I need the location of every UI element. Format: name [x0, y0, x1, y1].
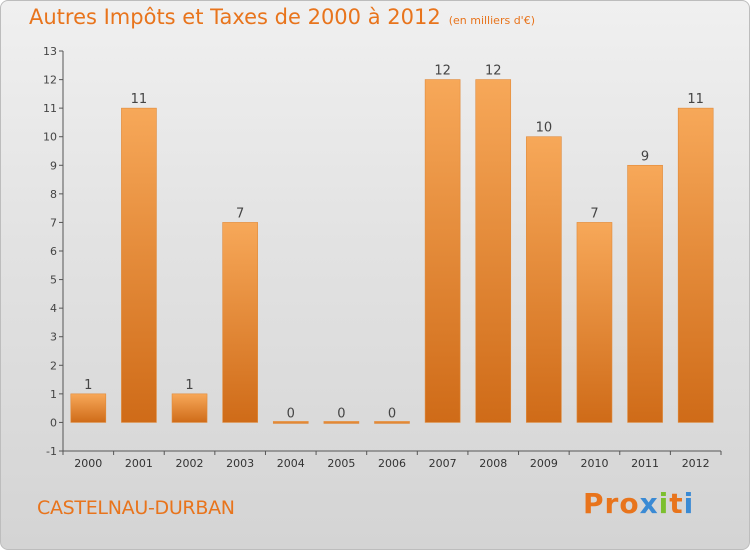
bar-2002 [171, 393, 208, 423]
y-tick-label: 9 [50, 159, 57, 172]
bar-value-label: 1 [84, 378, 92, 393]
x-tick-label: 2001 [125, 457, 153, 470]
y-tick-label: 5 [50, 274, 57, 287]
brand-letter: t [669, 487, 684, 520]
brand-letter: x [639, 487, 659, 520]
brand-letter: r [604, 487, 620, 520]
x-tick-label: 2010 [580, 457, 608, 470]
bar-2012 [677, 107, 714, 423]
chart-unit-text: (en milliers d'€) [448, 14, 535, 27]
x-tick-label: 2012 [682, 457, 710, 470]
bar-2010 [576, 222, 613, 423]
brand-letter: o [619, 487, 640, 520]
commune-name: CASTELNAU-DURBAN [37, 497, 235, 519]
bar-2011 [627, 164, 663, 423]
brand-letter: P [583, 487, 605, 520]
x-tick-label: 2005 [327, 457, 355, 470]
bar-value-label: 11 [687, 92, 704, 107]
bar-value-label: 0 [388, 406, 396, 421]
bar-value-label: 11 [131, 92, 148, 107]
y-tick-label: 2 [50, 359, 57, 372]
y-tick-label: -1 [46, 445, 57, 458]
y-tick-label: 7 [50, 216, 57, 229]
x-tick-label: 2007 [429, 457, 457, 470]
y-tick-label: 6 [50, 245, 57, 258]
x-tick-label: 2000 [74, 457, 102, 470]
bar-2009 [526, 136, 562, 423]
bar-value-label: 12 [434, 64, 451, 79]
x-tick-label: 2008 [479, 457, 507, 470]
bar-2001 [121, 107, 157, 423]
bar-2008 [475, 79, 512, 423]
x-tick-label: 2003 [226, 457, 254, 470]
bar-2006 [374, 421, 410, 424]
bar-2007 [424, 79, 461, 423]
x-tick-label: 2009 [530, 457, 558, 470]
bar-value-label: 0 [337, 406, 345, 421]
bar-value-label: 10 [536, 121, 553, 136]
bar-2003 [222, 222, 258, 423]
brand-letter: i [658, 487, 670, 520]
y-tick-label: 11 [43, 102, 57, 115]
bar-value-label: 0 [287, 406, 295, 421]
bar-value-label: 1 [185, 378, 193, 393]
y-tick-label: 13 [43, 45, 57, 58]
y-tick-label: 8 [50, 188, 57, 201]
bar-2000 [70, 393, 107, 423]
y-tick-label: 1 [50, 388, 57, 401]
y-tick-label: 0 [50, 416, 57, 429]
bar-value-label: 7 [590, 206, 598, 221]
proxiti-logo: Proxiti [583, 487, 694, 520]
y-tick-label: 4 [50, 302, 57, 315]
y-tick-label: 10 [43, 131, 57, 144]
bar-value-label: 9 [641, 149, 649, 164]
y-tick-label: 12 [43, 74, 57, 87]
x-tick-label: 2011 [631, 457, 659, 470]
chart-title: Autres Impôts et Taxes de 2000 à 2012 (en… [29, 5, 535, 29]
bar-2004 [272, 421, 309, 424]
bar-2005 [323, 421, 360, 424]
bar-value-label: 12 [485, 64, 502, 79]
chart-title-text: Autres Impôts et Taxes de 2000 à 2012 [29, 5, 441, 29]
y-tick-label: 3 [50, 331, 57, 344]
bar-value-label: 7 [236, 206, 244, 221]
x-tick-label: 2002 [176, 457, 204, 470]
x-tick-label: 2004 [277, 457, 305, 470]
brand-letter: i [683, 487, 695, 520]
x-tick-label: 2006 [378, 457, 406, 470]
